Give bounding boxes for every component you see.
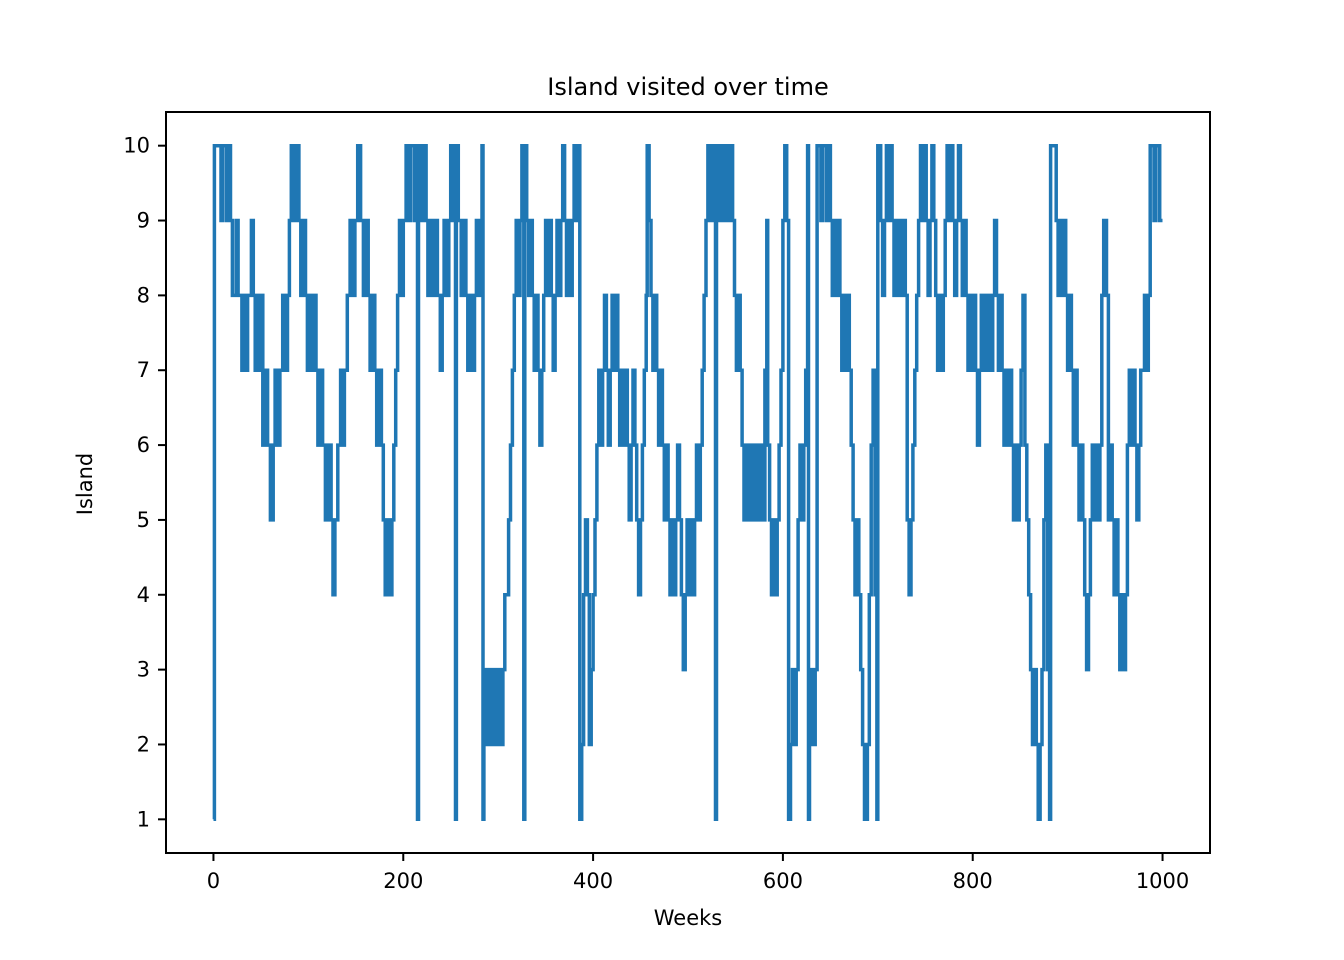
y-tick-label: 5 xyxy=(137,508,150,532)
y-axis-label: Island xyxy=(73,453,97,515)
x-tick-label: 0 xyxy=(207,869,220,893)
y-tick-label: 1 xyxy=(137,807,150,831)
x-axis-label: Weeks xyxy=(654,906,722,930)
y-tick-label: 8 xyxy=(137,283,150,307)
x-tick-label: 600 xyxy=(763,869,803,893)
chart-title: Island visited over time xyxy=(547,73,828,101)
x-tick-label: 400 xyxy=(573,869,613,893)
plot-border xyxy=(165,111,1211,854)
x-tick-label: 1000 xyxy=(1136,869,1189,893)
y-tick-label: 10 xyxy=(123,134,150,158)
y-tick-label: 7 xyxy=(137,358,150,382)
x-tick-label: 200 xyxy=(383,869,423,893)
data-line-series xyxy=(212,143,1163,822)
y-tick-label: 4 xyxy=(137,583,150,607)
axes-spines xyxy=(165,111,1211,854)
y-tick-label: 9 xyxy=(137,209,150,233)
y-axis-ticks: 1 2 3 4 5 6 7 8 9 10 xyxy=(123,134,166,831)
y-tick-label: 2 xyxy=(137,732,150,756)
x-tick-label: 800 xyxy=(953,869,993,893)
x-axis-ticks: 0 200 400 600 800 1000 xyxy=(207,853,1189,893)
y-tick-label: 6 xyxy=(137,433,150,457)
island-trace-line xyxy=(212,143,1163,822)
y-tick-label: 3 xyxy=(137,658,150,682)
